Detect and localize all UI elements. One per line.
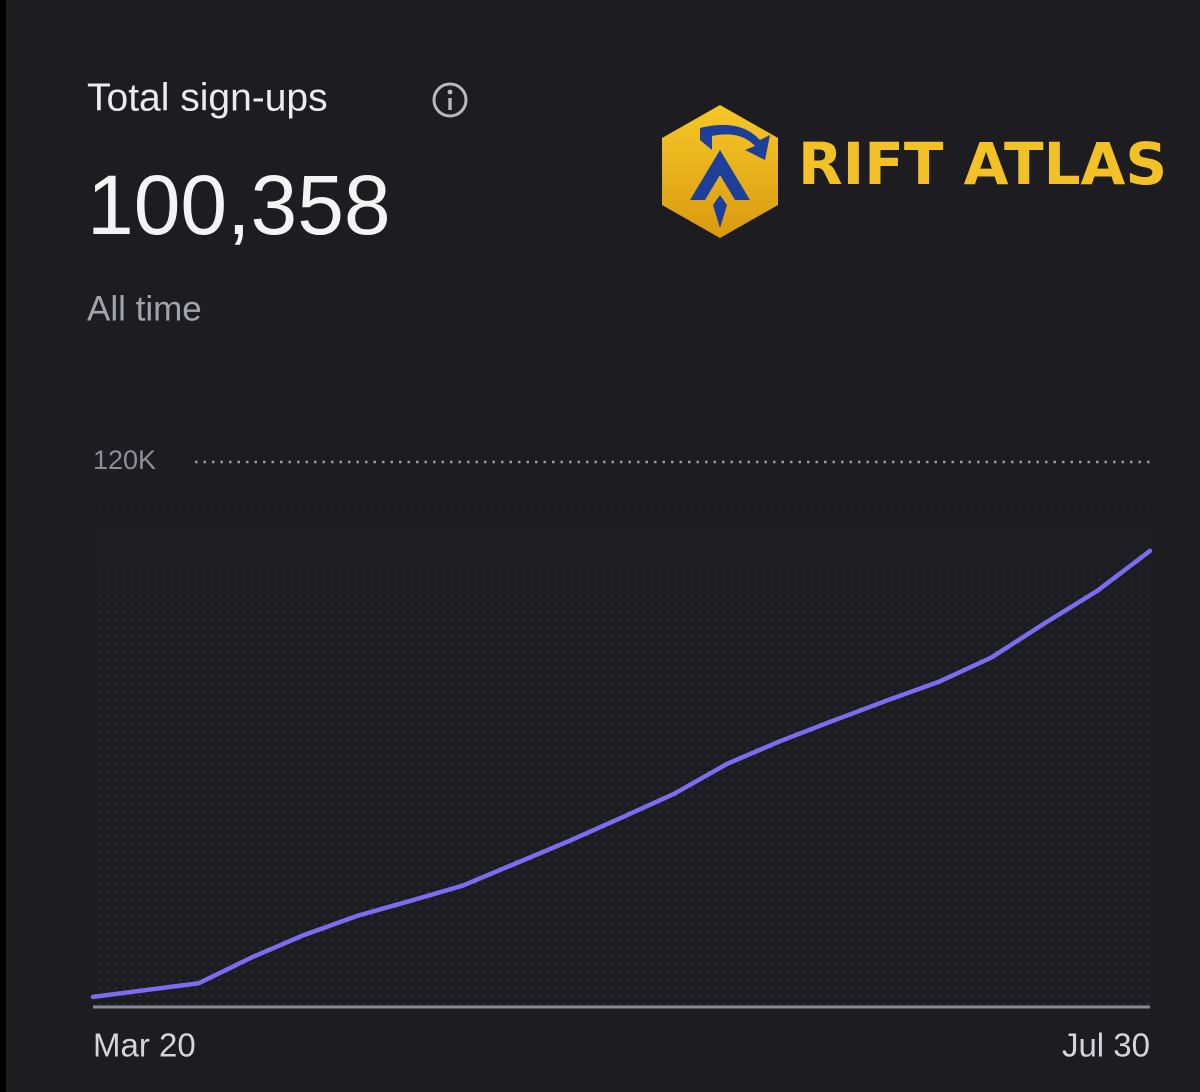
x-tick-label: Jul 30 bbox=[1062, 1027, 1150, 1064]
x-tick-label: Mar 20 bbox=[93, 1027, 196, 1064]
logo: RIFT ATLAS bbox=[662, 105, 1167, 238]
info-icon[interactable] bbox=[432, 82, 468, 118]
card-title: Total sign-ups bbox=[87, 76, 328, 119]
logo-text: RIFT ATLAS bbox=[798, 130, 1167, 198]
plot-fade bbox=[93, 500, 1150, 700]
period-label: All time bbox=[87, 289, 202, 328]
y-tick-label: 120K bbox=[93, 445, 156, 475]
total-value: 100,358 bbox=[87, 158, 391, 252]
series-line bbox=[90, 548, 1153, 1000]
